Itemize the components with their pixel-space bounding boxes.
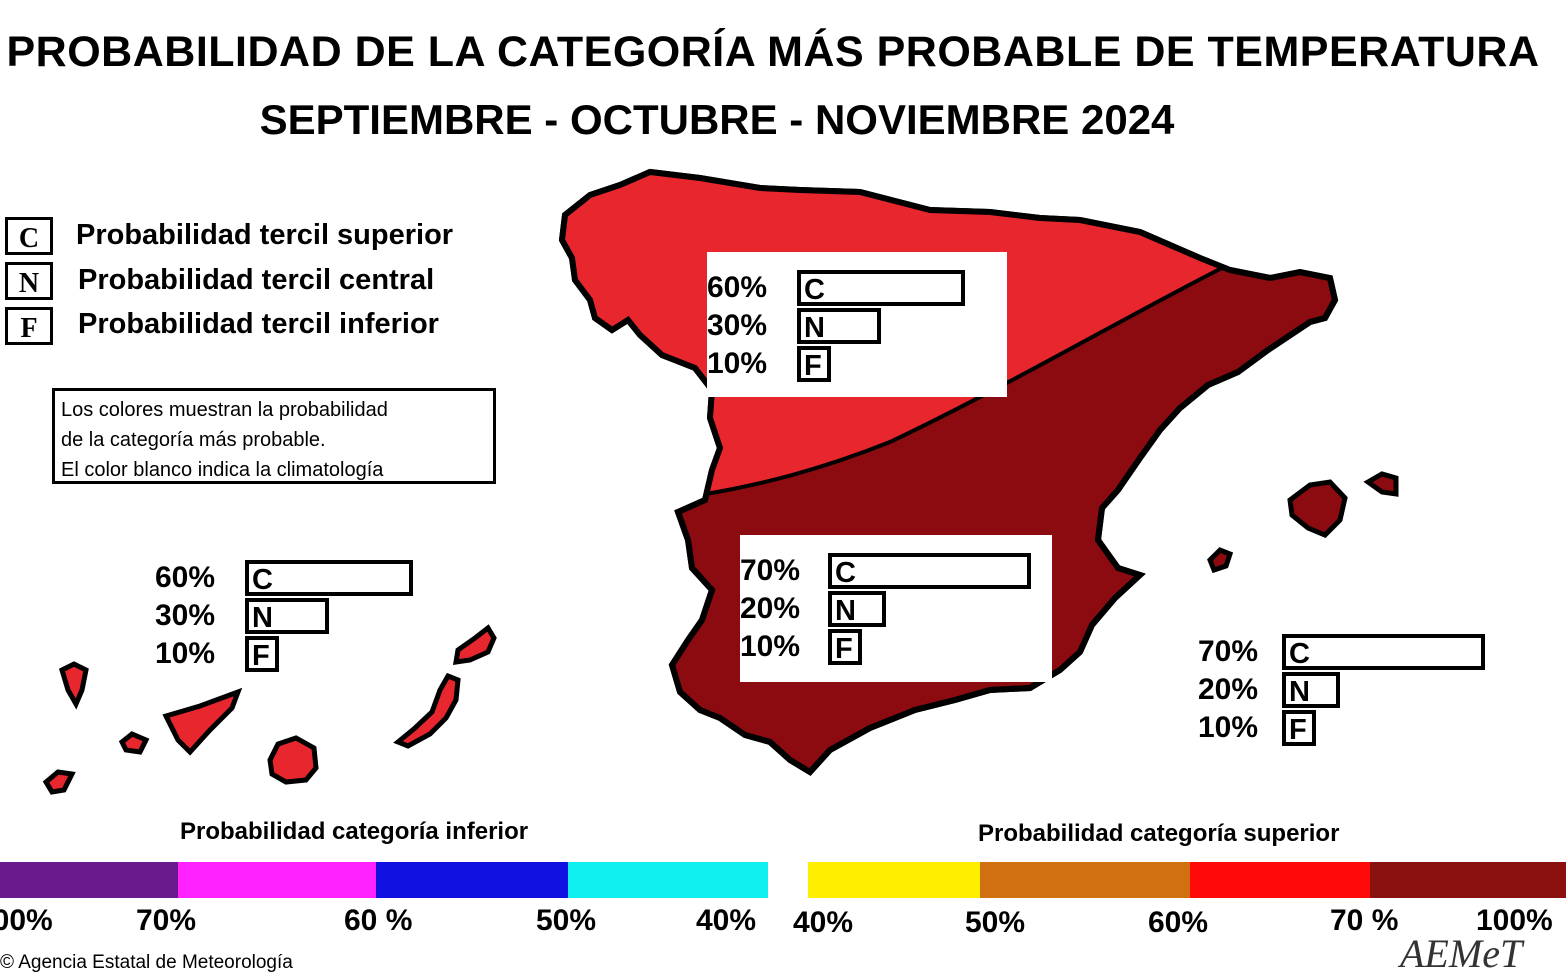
scale-upper-label: 50% [965, 906, 1026, 939]
credit-text: © Agencia Estatal de Meteorología [0, 952, 293, 973]
prob-bar-n: N [245, 598, 329, 634]
prob-percent: 10% [740, 630, 801, 663]
prob-percent: 20% [740, 592, 801, 625]
prob-bar-n: N [797, 308, 881, 344]
prob-bar-c: C [797, 270, 965, 306]
prob-row-f: 10% F [1198, 710, 1490, 746]
map-subtitle: SEPTIEMBRE - OCTUBRE - NOVIEMBRE 2024 [259, 96, 1175, 143]
scale-lower-label: 100% [0, 904, 53, 937]
prob-letter: N [835, 595, 856, 627]
prob-letter: C [804, 274, 825, 306]
note-line: El color blanco indica la climatología [61, 459, 384, 481]
aemet-logo: AEMeT [1400, 931, 1523, 976]
prob-bar-f: F [797, 346, 831, 382]
region-boundary-line [699, 266, 1223, 497]
island-lanzarote [452, 624, 497, 665]
prob-row-n: 20% N [1198, 672, 1490, 708]
island-gran-canaria [267, 735, 319, 785]
prob-row-f: 10% F [740, 629, 1052, 665]
scale-upper-label: 100% [1476, 904, 1553, 937]
island-el-hierro [42, 769, 76, 795]
prob-percent: 70% [1198, 635, 1259, 668]
legend-box-f: F [5, 307, 53, 345]
scale-lower-seg-2 [178, 862, 376, 898]
scale-lower-label: 40% [696, 904, 757, 937]
prob-row-f: 10% F [155, 636, 420, 672]
prob-percent: 10% [707, 347, 768, 380]
prob-row-c: 60% C [707, 270, 1007, 306]
prob-bar-f: F [828, 629, 862, 665]
prob-letter: C [835, 557, 856, 589]
island-ibiza [1207, 547, 1234, 574]
scale-upper-label: 60% [1148, 906, 1209, 939]
legend-label-f: Probabilidad tercil inferior [78, 308, 439, 340]
prob-row-c: 60% C [155, 560, 420, 596]
prob-letter: N [804, 312, 825, 344]
island-la-gomera [118, 731, 150, 755]
prob-letter: F [252, 640, 270, 672]
prob-letter: N [1289, 676, 1310, 708]
note-box: Los colores muestran la probabilidad de … [52, 388, 496, 484]
panel-baleares: 70% C 20% N 10% F [1198, 616, 1490, 746]
prob-row-f: 10% F [707, 346, 1007, 382]
legend-label-n: Probabilidad tercil central [78, 264, 435, 296]
prob-row-n: 30% N [707, 308, 1007, 344]
prob-bar-f: F [245, 636, 279, 672]
legend-label-c: Probabilidad tercil superior [76, 219, 454, 251]
scale-lower-seg-1 [0, 862, 178, 898]
note-line: de la categoría más probable. [61, 429, 326, 451]
prob-percent: 20% [1198, 673, 1259, 706]
prob-percent: 30% [707, 309, 768, 342]
prob-letter: N [252, 602, 273, 634]
prob-percent: 10% [1198, 711, 1259, 744]
panel-northwest: 60% C 30% N 10% F [707, 252, 1007, 397]
prob-percent: 30% [155, 599, 216, 632]
panel-canarias: 60% C 30% N 10% F [155, 542, 420, 672]
prob-letter: C [1289, 638, 1310, 670]
prob-letter: F [835, 633, 853, 665]
prob-percent: 60% [155, 561, 216, 594]
prob-letter: C [252, 564, 273, 596]
prob-row-c: 70% C [1198, 634, 1490, 670]
island-fuerteventura [393, 672, 461, 749]
prob-bar-c: C [1282, 634, 1485, 670]
island-la-palma [59, 661, 89, 710]
island-menorca [1363, 471, 1399, 497]
prob-letter: F [1289, 714, 1307, 746]
scale-lower-label: 50% [536, 904, 597, 937]
scale-lower-seg-3 [376, 862, 568, 898]
scale-upper-seg-4 [1370, 862, 1566, 898]
map-title: PROBABILIDAD DE LA CATEGORÍA MÁS PROBABL… [6, 28, 1540, 76]
prob-bar-n: N [828, 591, 886, 627]
prob-percent: 70% [740, 554, 801, 587]
prob-bar-c: C [245, 560, 413, 596]
prob-row-n: 20% N [740, 591, 1052, 627]
prob-percent: 10% [155, 637, 216, 670]
legend-box-n: N [5, 262, 53, 300]
prob-bar-f: F [1282, 710, 1316, 746]
legend-box-c: C [5, 217, 53, 255]
prob-percent: 60% [707, 271, 768, 304]
prob-row-c: 70% C [740, 553, 1052, 589]
prob-bar-n: N [1282, 672, 1340, 708]
scale-upper-label: 70 % [1330, 904, 1399, 937]
note-line: Los colores muestran la probabilidad [61, 399, 388, 421]
panel-south: 70% C 20% N 10% F [740, 535, 1052, 682]
scale-lower-label: 60 % [344, 904, 413, 937]
prob-letter: F [804, 350, 822, 382]
island-tenerife [162, 687, 243, 756]
scale-title-lower: Probabilidad categoría inferior [180, 818, 529, 845]
scale-title-upper: Probabilidad categoría superior [978, 820, 1340, 847]
scale-upper-seg-2 [980, 862, 1190, 898]
prob-row-n: 30% N [155, 598, 420, 634]
scale-upper-seg-3 [1190, 862, 1370, 898]
island-mallorca [1287, 479, 1348, 538]
scale-lower-seg-4 [568, 862, 768, 898]
scale-upper-label: 40% [793, 906, 854, 939]
scale-upper-seg-1 [808, 862, 980, 898]
scale-lower-label: 70% [136, 904, 197, 937]
prob-bar-c: C [828, 553, 1031, 589]
